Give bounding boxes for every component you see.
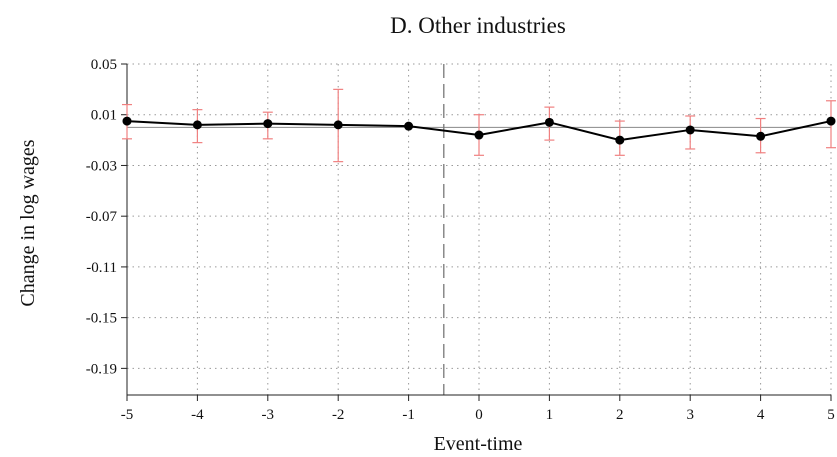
data-point bbox=[333, 120, 343, 130]
data-point bbox=[615, 135, 625, 145]
x-tick-label: 4 bbox=[757, 407, 765, 423]
data-point bbox=[685, 125, 695, 135]
x-tick-label: 3 bbox=[686, 407, 694, 423]
data-point bbox=[192, 120, 202, 130]
grid bbox=[126, 63, 832, 395]
data-point bbox=[756, 131, 766, 141]
data-point bbox=[404, 121, 414, 131]
data-point bbox=[122, 116, 132, 126]
x-tick-label: 5 bbox=[827, 407, 835, 423]
y-tick-label: -0.03 bbox=[86, 158, 117, 174]
y-tick-label: -0.07 bbox=[86, 209, 118, 225]
y-tick-label: -0.19 bbox=[86, 361, 117, 377]
x-tick-label: -3 bbox=[262, 407, 275, 423]
x-tick-label: -2 bbox=[332, 407, 345, 423]
data-point bbox=[474, 130, 484, 140]
data-point bbox=[263, 119, 273, 129]
x-tick-label: 2 bbox=[616, 407, 624, 423]
x-tick-label: -1 bbox=[402, 407, 415, 423]
x-axis-label: Event-time bbox=[434, 433, 523, 455]
y-tick-label: -0.11 bbox=[86, 260, 117, 276]
y-tick-label: 0.01 bbox=[91, 108, 117, 124]
x-tick-label: 1 bbox=[546, 407, 554, 423]
data-point bbox=[544, 117, 554, 127]
y-tick-label: -0.15 bbox=[86, 311, 117, 327]
data-point bbox=[826, 116, 836, 126]
y-tick-label: 0.05 bbox=[91, 57, 117, 73]
error-bars bbox=[122, 88, 836, 163]
data-points bbox=[122, 116, 836, 145]
chart-title: D. Other industries bbox=[390, 13, 566, 38]
x-ticks: -5 -4 -3 -2 -1 0 1 2 3 4 5 bbox=[121, 395, 835, 423]
y-axis-label: Change in log wages bbox=[17, 139, 39, 306]
x-tick-label: -5 bbox=[121, 407, 134, 423]
x-tick-label: -4 bbox=[191, 407, 204, 423]
y-ticks: 0.05 0.01 -0.03 -0.07 -0.11 -0.15 -0.19 bbox=[86, 57, 127, 377]
x-tick-label: 0 bbox=[475, 407, 483, 423]
